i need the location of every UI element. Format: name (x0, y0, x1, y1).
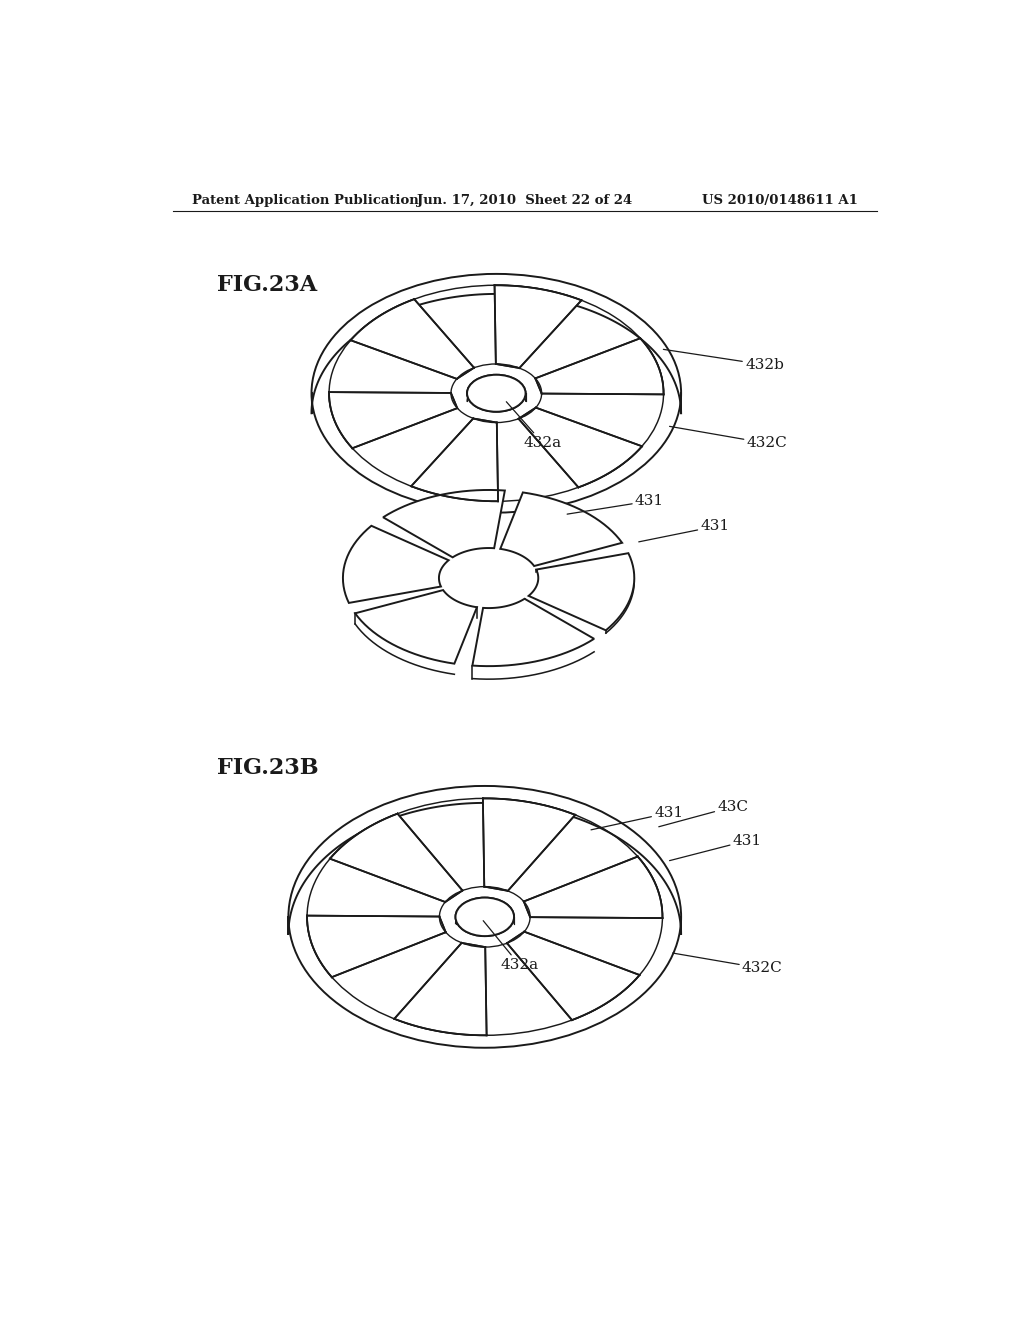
Polygon shape (507, 932, 640, 1020)
Text: 431: 431 (591, 807, 683, 830)
Ellipse shape (456, 898, 514, 936)
Polygon shape (394, 942, 486, 1035)
Polygon shape (536, 338, 664, 395)
Text: FIG.23A: FIG.23A (217, 275, 316, 296)
Polygon shape (412, 418, 498, 502)
Text: US 2010/0148611 A1: US 2010/0148611 A1 (701, 194, 857, 207)
Text: 432a: 432a (506, 401, 561, 450)
Ellipse shape (467, 375, 525, 412)
Polygon shape (383, 490, 505, 557)
Polygon shape (528, 553, 634, 631)
Polygon shape (355, 590, 477, 664)
Polygon shape (501, 492, 623, 566)
Text: Jun. 17, 2010  Sheet 22 of 24: Jun. 17, 2010 Sheet 22 of 24 (417, 194, 633, 207)
Polygon shape (311, 275, 681, 413)
Polygon shape (483, 799, 575, 891)
Polygon shape (524, 857, 663, 919)
Polygon shape (472, 599, 594, 667)
Text: 431: 431 (639, 520, 729, 543)
Ellipse shape (289, 785, 681, 1048)
Text: FIG.23B: FIG.23B (217, 758, 318, 779)
Text: 432C: 432C (670, 426, 787, 450)
Polygon shape (350, 300, 474, 379)
Text: Patent Application Publication: Patent Application Publication (193, 194, 419, 207)
Text: 431: 431 (567, 494, 664, 515)
Polygon shape (518, 408, 642, 487)
Text: 43C: 43C (658, 800, 749, 826)
Text: 432b: 432b (664, 350, 784, 372)
Text: 432a: 432a (483, 921, 539, 972)
Polygon shape (289, 785, 681, 933)
Ellipse shape (311, 275, 681, 512)
Text: 432C: 432C (673, 953, 782, 975)
Text: 431: 431 (670, 834, 762, 861)
Polygon shape (330, 813, 463, 902)
Polygon shape (495, 285, 582, 368)
Polygon shape (329, 392, 458, 449)
Ellipse shape (456, 898, 514, 936)
Polygon shape (307, 916, 445, 977)
Ellipse shape (467, 375, 525, 412)
Polygon shape (343, 525, 449, 603)
